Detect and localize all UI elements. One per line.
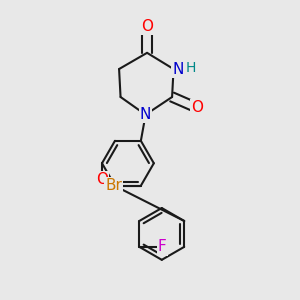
Text: O: O [191,100,203,116]
Text: O: O [96,172,108,187]
Text: N: N [172,61,184,76]
Text: H: H [185,61,196,75]
Text: Br: Br [105,178,122,193]
Text: O: O [141,19,153,34]
Text: F: F [158,239,167,254]
Text: N: N [140,107,151,122]
